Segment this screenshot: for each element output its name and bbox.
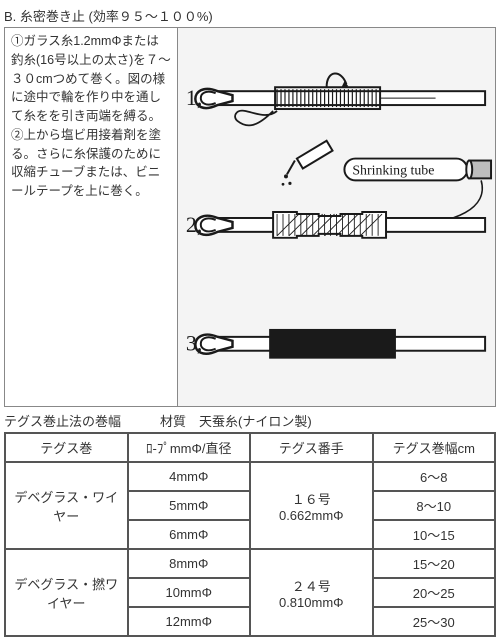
wrapping-diagram: 1, Shrinking tube — [178, 28, 495, 406]
rope-cell: 12mmΦ — [128, 607, 251, 636]
group-name-cell: デベグラス・ワイヤー — [5, 462, 128, 549]
shrink-tube-label: Shrinking tube — [352, 162, 434, 177]
table-caption: テグス巻止法の巻幅 材質 天蚕糸(ナイロン製) — [4, 407, 496, 432]
rope-cell: 5mmΦ — [128, 491, 251, 520]
col-header: テグス巻幅cm — [373, 433, 496, 462]
gauge-cell: ２４号0.810mmΦ — [250, 549, 373, 636]
diagram-panel: 1, Shrinking tube — [177, 28, 495, 406]
instruction-box: ①ガラス糸1.2mmΦまたは釣糸(16号以上の太さ)を７～３０cmつめて巻く。図… — [4, 27, 496, 407]
gauge-cell: １６号0.662mmΦ — [250, 462, 373, 549]
group-name-cell: デベグラス・撚ワイヤー — [5, 549, 128, 636]
table-row: デベグラス・ワイヤー4mmΦ１６号0.662mmΦ6～8 — [5, 462, 495, 491]
rope-cell: 6mmΦ — [128, 520, 251, 549]
section-title: B. 糸密巻き止 (効率９５～１００%) — [4, 4, 496, 27]
step-label-1: 1, — [186, 86, 202, 110]
instruction-step-1: ①ガラス糸1.2mmΦまたは釣糸(16号以上の太さ)を７～３０cmつめて巻く。図… — [11, 32, 171, 126]
table-header-row: テグス巻 ﾛ-ﾌﾟmmΦ/直径 テグス番手 テグス巻幅cm — [5, 433, 495, 462]
width-cell: 25～30 — [373, 607, 496, 636]
width-cell: 8～10 — [373, 491, 496, 520]
instruction-step-2: ②上から塩ビ用接着剤を塗る。さらに糸保護のために収縮チューブまたは、ビニールテー… — [11, 126, 171, 201]
rope-cell: 4mmΦ — [128, 462, 251, 491]
col-header: テグス巻 — [5, 433, 128, 462]
rope-cell: 10mmΦ — [128, 578, 251, 607]
step-label-3: 3, — [186, 332, 202, 356]
instruction-text: ①ガラス糸1.2mmΦまたは釣糸(16号以上の太さ)を７～３０cmつめて巻く。図… — [5, 28, 177, 406]
width-cell: 20～25 — [373, 578, 496, 607]
width-cell: 10～15 — [373, 520, 496, 549]
step-label-2: 2, — [186, 213, 202, 237]
col-header: ﾛ-ﾌﾟmmΦ/直径 — [128, 433, 251, 462]
col-header: テグス番手 — [250, 433, 373, 462]
width-cell: 6～8 — [373, 462, 496, 491]
spec-table: テグス巻 ﾛ-ﾌﾟmmΦ/直径 テグス番手 テグス巻幅cm デベグラス・ワイヤー… — [4, 432, 496, 637]
